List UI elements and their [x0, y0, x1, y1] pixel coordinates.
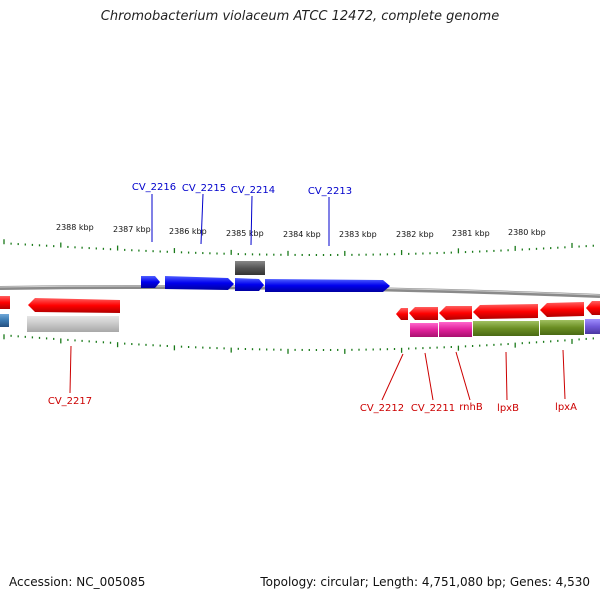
gene-label-CV_2217[interactable]: CV_2217 — [48, 396, 92, 407]
gene-label-CV_2211[interactable]: CV_2211 — [411, 403, 455, 414]
map-title: Chromobacterium violaceum ATCC 12472, co… — [100, 9, 500, 24]
bottom-labels: CV_2217 CV_2212 CV_2211 rnhB lpxB lpxA — [48, 396, 577, 414]
callout-line — [69, 345, 72, 394]
gene-CV_2215[interactable] — [165, 276, 234, 290]
genome-stats-text: Topology: circular; Length: 4,751,080 bp… — [260, 575, 590, 589]
reverse-genes — [0, 296, 600, 337]
gene-CV_2216[interactable] — [141, 276, 160, 288]
gene-label-CV_2215[interactable]: CV_2215 — [182, 183, 226, 194]
ruler-labels: 2388 kbp 2387 kbp 2386 kbp 2385 kbp 2384… — [56, 223, 546, 239]
ruler-label: 2385 kbp — [226, 229, 264, 238]
callout-line — [562, 349, 566, 400]
gene-label-CV_2212[interactable]: CV_2212 — [360, 403, 404, 414]
gene-CV_2213[interactable] — [265, 279, 390, 292]
gene-rnhB[interactable] — [439, 306, 472, 320]
gene-label-lpxA[interactable]: lpxA — [555, 402, 577, 413]
gene-CV_2212[interactable] — [396, 308, 408, 320]
feature-pink-2[interactable] — [439, 322, 472, 337]
gene-CV_2214[interactable] — [235, 278, 264, 291]
gene-CV_2217[interactable] — [28, 298, 120, 313]
callout-line — [250, 195, 253, 246]
gene-label-CV_2214[interactable]: CV_2214 — [231, 185, 275, 196]
gene-label-lpxB[interactable]: lpxB — [497, 403, 519, 414]
ruler-label: 2381 kbp — [452, 229, 490, 238]
bottom-callouts — [69, 345, 566, 401]
gene-lpxB[interactable] — [473, 304, 538, 319]
forward-genes — [141, 261, 390, 292]
callout-line — [200, 193, 204, 245]
feature-gray-light[interactable] — [27, 316, 119, 332]
callout-line — [505, 351, 508, 401]
accession-text: Accession: NC_005085 — [9, 575, 146, 589]
feature-olive-1[interactable] — [473, 321, 539, 336]
ruler-label: 2388 kbp — [56, 223, 94, 232]
feature-purple[interactable] — [585, 319, 600, 334]
lower-tick-ruler — [3, 334, 594, 354]
ruler-label: 2380 kbp — [508, 228, 546, 237]
ruler-label: 2383 kbp — [339, 230, 377, 239]
gene-label-rnhB[interactable]: rnhB — [459, 402, 483, 413]
feature-pink-1[interactable] — [410, 323, 438, 337]
callout-line — [455, 351, 471, 401]
gene-label-CV_2213[interactable]: CV_2213 — [308, 186, 352, 197]
callout-line — [424, 352, 434, 401]
gene-CV_2211[interactable] — [409, 307, 438, 320]
feature-gray-dark[interactable] — [235, 261, 265, 275]
gene-red-right-edge[interactable] — [586, 301, 600, 315]
callout-line — [381, 353, 404, 401]
top-callouts — [151, 193, 330, 246]
ruler-label: 2386 kbp — [169, 227, 207, 236]
ruler-label: 2384 kbp — [283, 230, 321, 239]
gene-lpxA[interactable] — [540, 302, 584, 317]
ruler-label: 2382 kbp — [396, 230, 434, 239]
feature-olive-2[interactable] — [540, 320, 584, 335]
gene-red-left-edge[interactable] — [0, 296, 10, 309]
ruler-label: 2387 kbp — [113, 225, 151, 234]
upper-tick-ruler — [3, 239, 594, 256]
feature-steel-left[interactable] — [0, 314, 9, 327]
gene-label-CV_2216[interactable]: CV_2216 — [132, 182, 176, 193]
top-labels: CV_2216 CV_2215 CV_2214 CV_2213 — [132, 182, 352, 197]
